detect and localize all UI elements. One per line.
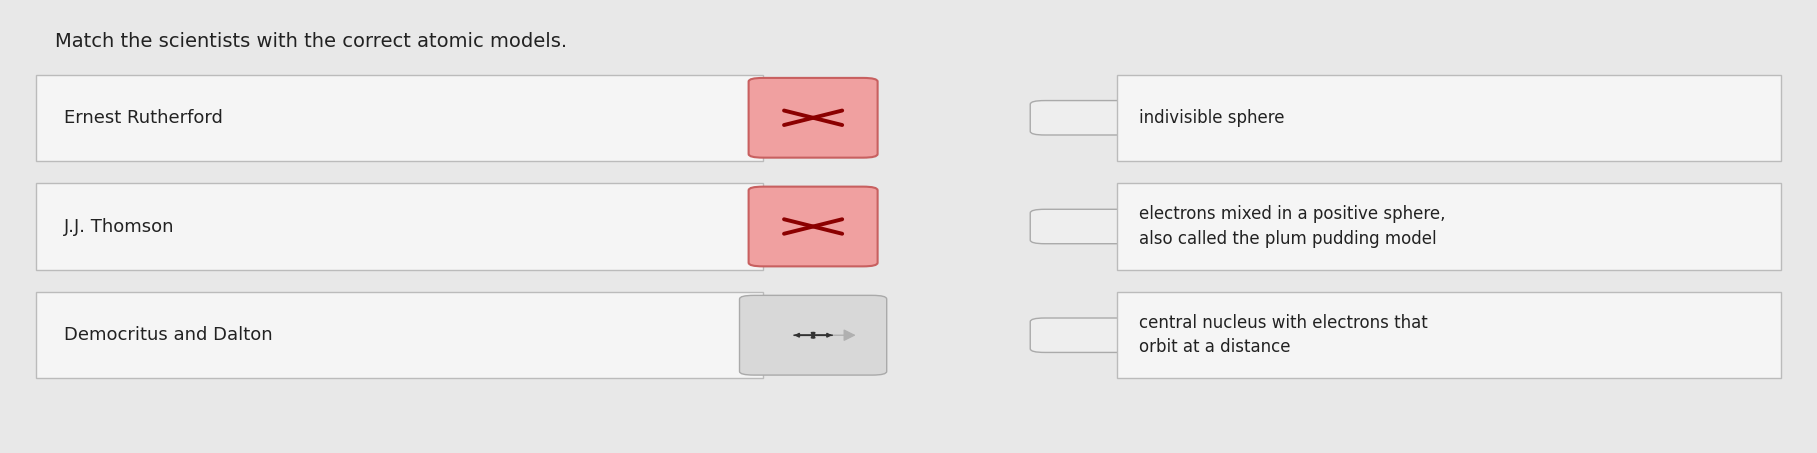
Text: electrons mixed in a positive sphere,
also called the plum pudding model: electrons mixed in a positive sphere, al…	[1139, 205, 1446, 248]
FancyBboxPatch shape	[36, 183, 763, 270]
Text: Democritus and Dalton: Democritus and Dalton	[64, 326, 273, 344]
Text: Match the scientists with the correct atomic models.: Match the scientists with the correct at…	[55, 32, 567, 51]
FancyBboxPatch shape	[1117, 183, 1781, 270]
Text: Ernest Rutherford: Ernest Rutherford	[64, 109, 222, 127]
FancyBboxPatch shape	[1117, 292, 1781, 378]
Text: indivisible sphere: indivisible sphere	[1139, 109, 1285, 127]
FancyBboxPatch shape	[1030, 318, 1168, 352]
FancyBboxPatch shape	[1030, 209, 1168, 244]
FancyBboxPatch shape	[749, 78, 878, 158]
FancyBboxPatch shape	[740, 295, 887, 375]
FancyBboxPatch shape	[1030, 101, 1168, 135]
Text: J.J. Thomson: J.J. Thomson	[64, 217, 174, 236]
FancyBboxPatch shape	[36, 75, 763, 161]
FancyBboxPatch shape	[1117, 75, 1781, 161]
FancyBboxPatch shape	[36, 292, 763, 378]
FancyBboxPatch shape	[749, 187, 878, 266]
Text: central nucleus with electrons that
orbit at a distance: central nucleus with electrons that orbi…	[1139, 314, 1428, 357]
